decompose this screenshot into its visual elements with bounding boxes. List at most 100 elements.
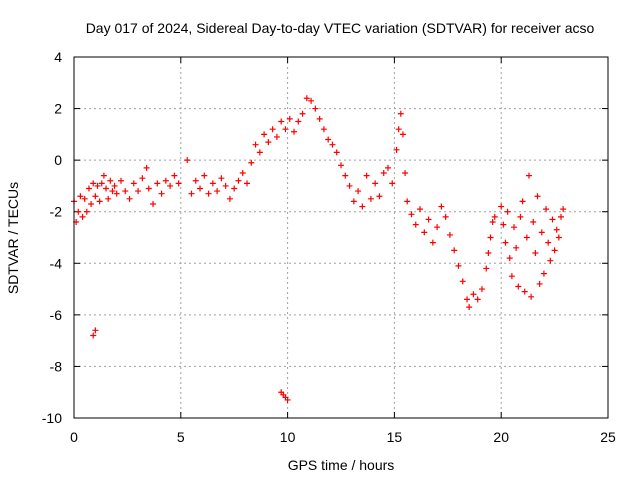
data-point (402, 170, 409, 177)
data-point (77, 193, 84, 200)
data-point (109, 188, 116, 195)
data-point (145, 185, 152, 192)
data-point (466, 304, 473, 311)
data-point (483, 265, 490, 272)
data-point (188, 190, 195, 197)
data-point (532, 249, 539, 256)
data-point (273, 133, 280, 140)
data-point (487, 234, 494, 241)
data-point (549, 216, 556, 223)
y-tick-label: -4 (50, 255, 63, 271)
data-point (434, 224, 441, 231)
data-point (248, 159, 255, 166)
data-point (105, 195, 112, 202)
data-point (175, 180, 182, 187)
data-point (171, 172, 178, 179)
data-point (111, 182, 118, 189)
data-point (521, 288, 528, 295)
y-tick-label: -2 (50, 204, 63, 220)
data-point (523, 234, 530, 241)
data-point (209, 180, 216, 187)
data-point (107, 177, 114, 184)
data-point (350, 198, 357, 205)
data-point (338, 162, 344, 169)
data-point (94, 182, 101, 189)
data-point (543, 206, 550, 213)
data-point (367, 195, 374, 202)
data-point (534, 193, 541, 200)
data-point (421, 229, 428, 236)
data-point (389, 180, 396, 187)
data-point (395, 126, 402, 133)
data-point (98, 180, 105, 187)
data-point (117, 177, 124, 184)
data-point (451, 247, 458, 254)
data-point (553, 226, 560, 233)
data-point (329, 141, 336, 148)
x-tick-label: 10 (280, 429, 296, 445)
data-point (530, 219, 537, 226)
data-point (538, 229, 545, 236)
data-point (197, 185, 204, 192)
data-point (226, 195, 233, 202)
data-point (342, 172, 349, 179)
data-point (222, 182, 229, 189)
data-point (399, 131, 406, 138)
data-point (205, 190, 212, 197)
data-point (92, 193, 99, 200)
data-point (256, 149, 263, 156)
data-point (474, 296, 481, 303)
data-point (100, 172, 107, 179)
data-point (312, 105, 319, 112)
data-points (71, 95, 567, 403)
data-point (252, 141, 259, 148)
data-point (408, 211, 415, 218)
data-point (90, 180, 97, 187)
data-point (299, 110, 306, 117)
x-tick-label: 5 (177, 429, 185, 445)
data-point (506, 255, 513, 262)
data-point (525, 172, 532, 179)
data-point (511, 224, 518, 231)
data-point (560, 206, 567, 213)
data-point (478, 286, 485, 293)
data-point (235, 177, 242, 184)
y-tick-label: -10 (42, 410, 62, 426)
data-point (244, 180, 251, 187)
data-point (320, 126, 327, 133)
data-point (284, 396, 291, 403)
data-point (547, 257, 554, 264)
data-point (325, 136, 332, 143)
data-point (500, 221, 507, 228)
data-point (459, 278, 466, 285)
data-point (308, 97, 315, 104)
data-point (192, 177, 199, 184)
y-tick-label: 0 (54, 152, 62, 168)
data-point (113, 190, 120, 197)
data-point (158, 190, 165, 197)
data-point (184, 157, 191, 164)
data-point (143, 164, 150, 171)
x-tick-label: 25 (600, 429, 616, 445)
axis-ticks: 0 5 10 15 20 25 -10 -8 -6 -4 -2 0 2 4 (42, 49, 616, 445)
data-point (139, 175, 146, 182)
data-point (83, 208, 90, 215)
data-point (442, 213, 449, 220)
data-point (558, 213, 565, 220)
data-point (470, 291, 477, 298)
data-point (397, 110, 404, 117)
data-point (96, 198, 103, 205)
data-point (346, 182, 353, 189)
data-point (513, 244, 520, 251)
data-point (85, 185, 92, 192)
data-point (446, 231, 453, 238)
data-point (393, 146, 400, 153)
data-point (239, 170, 246, 177)
x-tick-label: 20 (493, 429, 509, 445)
data-point (214, 188, 221, 195)
data-point (162, 177, 169, 184)
data-point (150, 200, 157, 207)
data-point (167, 182, 174, 189)
data-point (519, 198, 526, 205)
